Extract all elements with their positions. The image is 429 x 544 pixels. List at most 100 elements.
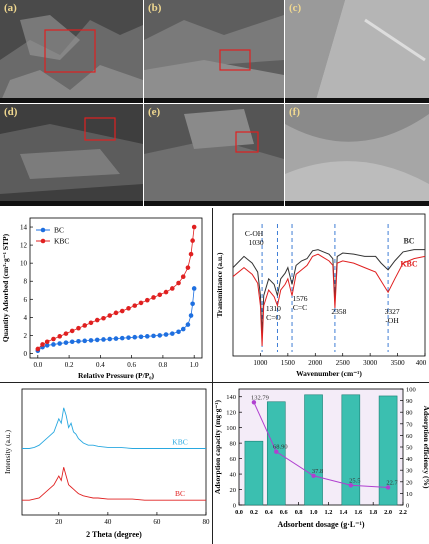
data-point-KBC [132,303,138,308]
sem-image-c: (c) [285,0,429,103]
data-point-BC [51,342,56,347]
data-point-KBC [169,286,175,291]
x-tick-label: 1.2 [325,509,333,516]
peak-annotation: 2358 [331,307,346,316]
capacity-value-label: 132.79 [251,394,269,401]
data-point-BC [101,337,106,342]
y-tick-label: 140 [226,394,236,401]
x-tick-label: 0.4 [265,509,274,516]
sem-label-a: (a) [4,2,17,14]
data-point-BC [69,339,75,345]
x-axis-label: 2 Theta (degree) [86,530,142,539]
capacity-point [385,485,391,490]
series-line-BC [37,288,195,352]
x-tick-label: 1.6 [354,509,362,516]
data-point-KBC [191,224,197,230]
data-point-BC [63,340,69,345]
x-axis-label: Relative Pressure (P/P₀) [78,371,155,380]
y2-axis-label: Adsorption efficiency (%) [422,406,429,489]
x-tick-label: 1500 [281,359,296,367]
data-point-KBC [63,331,69,336]
y2-tick-label: 90 [406,398,413,405]
data-point-KBC [119,308,125,314]
capacity-value-label: 68.90 [273,444,288,451]
ftir-spectrum-chart: 1000 1500 2000 2500 3000 3500 400 Wavenumber (c… [215,213,427,378]
x-tick-label: 0.0 [235,509,243,516]
sem-label-f: (f) [289,106,300,118]
data-point-KBC [51,336,56,342]
data-point-BC [180,326,186,332]
data-point-KBC [163,289,169,295]
sem-scalebar [285,201,429,206]
y-axis-label: Intensity (a.u.) [3,430,12,474]
data-point-BC [190,301,195,307]
data-point-KBC [113,310,119,316]
series-line-KBC [22,407,206,449]
data-point-KBC [101,315,106,321]
data-point-BC [163,332,169,337]
efficiency-bar [341,394,361,506]
capacity-value-label: 22.7 [386,479,398,486]
series-label-KBC: KBC [400,259,418,268]
x-tick-label: 0.2 [250,509,258,516]
data-point-BC [57,341,63,346]
data-point-BC [94,337,100,343]
data-point-BC [188,313,194,318]
peak-annotation: 1576 [293,294,308,303]
plot-frame [21,388,207,516]
x-tick-label: 0.8 [159,361,168,369]
y-tick-label: 8 [24,278,28,286]
y2-tick-label: 80 [406,410,413,417]
horizontal-divider [0,382,429,383]
sem-image-a: (a) [0,0,143,103]
x-tick-label: 3500 [391,359,406,367]
x-tick-label: 0.0 [33,361,42,369]
sem-texture-d [0,104,143,206]
x-tick-label: 0.2 [65,361,74,369]
x-tick-label: 1.0 [190,361,199,369]
data-point-KBC [94,317,100,323]
data-point-BC [169,331,175,336]
data-point-BC [132,334,138,340]
sem-image-b: (b) [144,0,284,103]
y-tick-label: 60 [230,456,237,463]
data-point-KBC [76,325,81,331]
x-tick-label: 1.4 [339,509,348,516]
data-point-KBC [190,238,195,243]
capacity-point [348,483,354,488]
plot-frame [232,213,426,357]
series-label-BC: BC [175,489,185,498]
data-point-BC [88,338,94,343]
data-point-BC [185,322,191,327]
y-tick-label: 80 [230,441,237,448]
data-point-KBC [69,328,75,334]
x-tick-label: 60 [153,518,161,526]
legend-label: BC [54,226,64,235]
legend-marker [40,227,46,233]
peak-annotation: 3327 [385,307,400,316]
data-point-KBC [35,346,41,352]
legend-label: KBC [54,237,69,246]
series-label-KBC: KBC [172,438,187,447]
y-tick-label: 6 [24,296,28,304]
y-axis-label: Adsorption capacity (mg·g⁻¹) [213,399,222,494]
peak-annotation: -OH [385,316,399,325]
capacity-value-label: 25.5 [349,477,360,484]
data-point-BC [44,343,50,348]
data-point-KBC [126,306,131,311]
x-tick-label: 2.2 [399,509,407,516]
data-point-KBC [138,300,144,306]
x-axis-label: Wavenumber (cm⁻¹) [296,369,362,378]
xrd-pattern-chart: 20 40 60 80 2 Theta (degree) Intensity (a.u.)… [3,388,210,539]
y2-tick-label: 60 [406,433,413,440]
y-tick-label: 12 [20,242,28,250]
legend-marker [40,238,46,244]
sem-image-f: (f) [285,104,429,206]
x-tick-label: 3000 [363,359,378,367]
x-tick-label: 1.0 [310,509,318,516]
efficiency-bar [304,394,323,506]
sem-scalebar [144,201,284,206]
data-point-BC [138,334,144,340]
x-tick-label: 2000 [308,359,323,367]
sem-image-e: (e) [144,104,284,206]
